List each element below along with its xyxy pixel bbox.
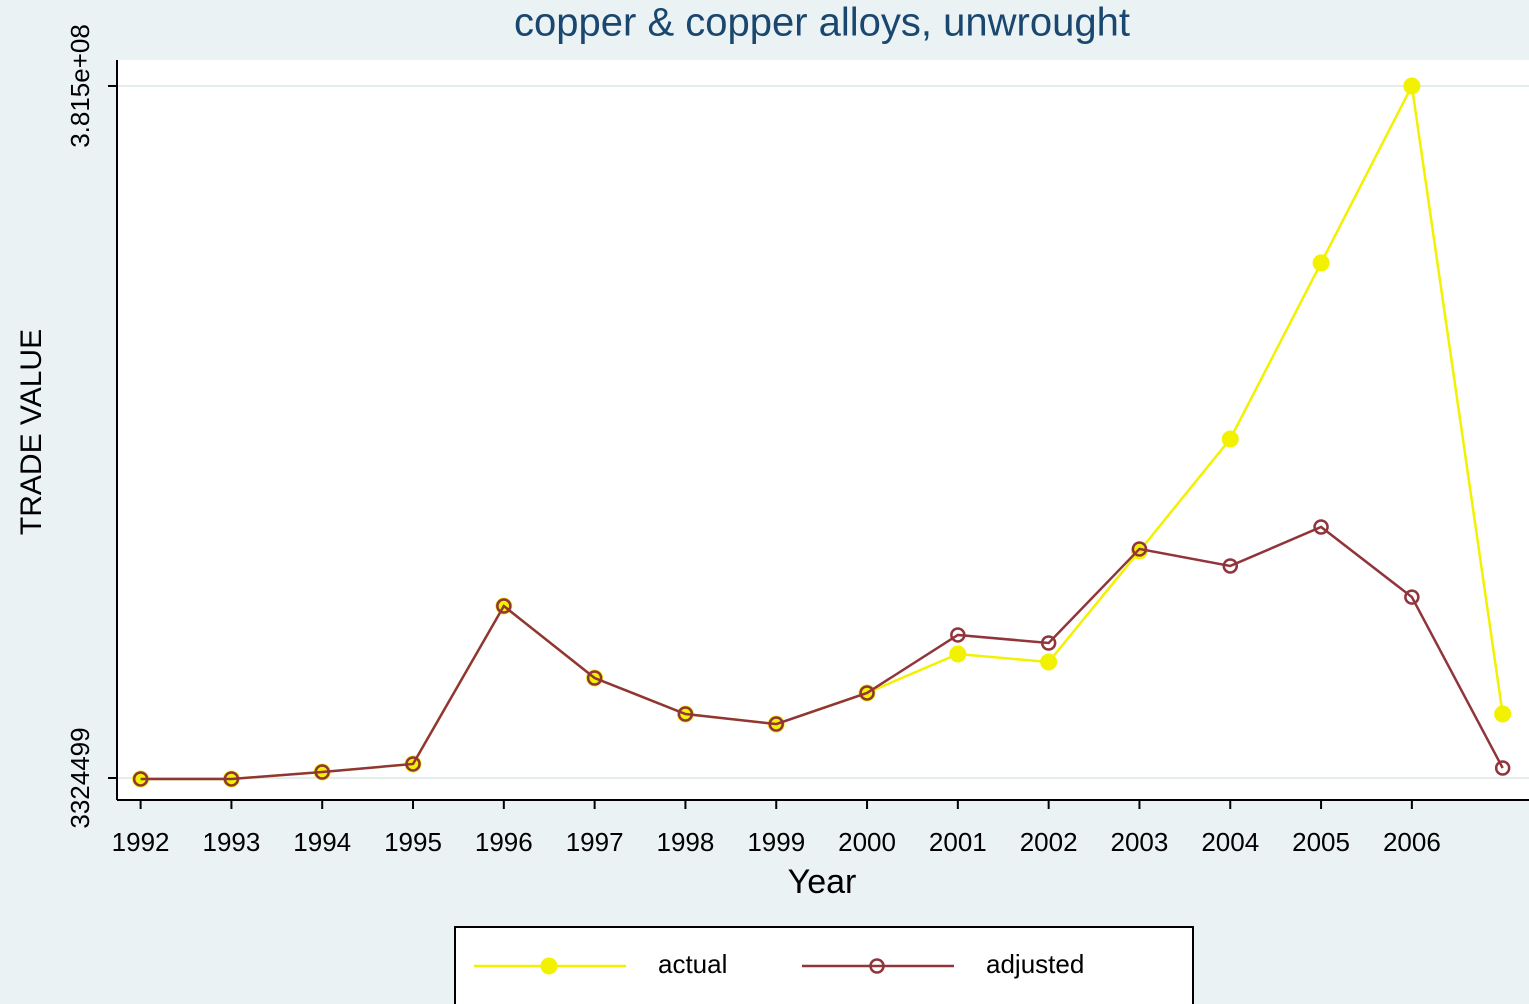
x-tick-label: 2004 <box>1201 827 1259 857</box>
legend-marker <box>869 958 885 974</box>
marker <box>1313 519 1329 535</box>
legend-marker <box>540 957 558 975</box>
marker <box>1221 430 1239 448</box>
x-tick-label: 1995 <box>384 827 442 857</box>
marker <box>1312 254 1330 272</box>
y-axis-label: TRADE VALUE <box>15 329 48 535</box>
x-tick-label: 2000 <box>838 827 896 857</box>
legend-label: actual <box>658 949 727 979</box>
y-tick-label: 3.815e+08 <box>65 24 95 148</box>
x-tick-label: 2006 <box>1383 827 1441 857</box>
marker <box>950 627 966 643</box>
x-tick-label: 2005 <box>1292 827 1350 857</box>
x-tick-label: 1999 <box>747 827 805 857</box>
series-line <box>140 525 1504 781</box>
marker <box>949 645 967 663</box>
x-tick-label: 1996 <box>475 827 533 857</box>
marker <box>223 771 240 787</box>
x-tick-label: 1994 <box>293 827 351 857</box>
marker <box>1222 558 1239 574</box>
x-tick-label: 2003 <box>1111 827 1169 857</box>
legend-label: adjusted <box>986 949 1084 979</box>
x-tick-label: 1998 <box>657 827 715 857</box>
marker <box>496 598 512 614</box>
x-tick-label: 1997 <box>566 827 624 857</box>
x-tick-label: 1992 <box>112 827 170 857</box>
x-tick-label: 2002 <box>1020 827 1078 857</box>
marker <box>1404 589 1420 605</box>
marker <box>586 670 603 686</box>
x-tick-label: 2001 <box>929 827 987 857</box>
marker <box>314 764 330 780</box>
chart-title: copper & copper alloys, unwrought <box>514 1 1130 45</box>
marker <box>859 685 875 701</box>
marker <box>1040 635 1057 651</box>
marker <box>1494 760 1511 776</box>
x-axis-label: Year <box>788 863 857 901</box>
marker <box>768 716 784 732</box>
x-tick-label: 1993 <box>202 827 260 857</box>
plot-region <box>117 60 1529 800</box>
marker <box>1040 653 1058 671</box>
marker <box>1131 541 1148 557</box>
marker <box>1494 705 1512 723</box>
marker <box>405 756 421 772</box>
y-tick-label: 3324499 <box>65 727 95 828</box>
marker <box>1403 77 1421 95</box>
marker <box>132 771 149 787</box>
marker <box>677 706 694 722</box>
